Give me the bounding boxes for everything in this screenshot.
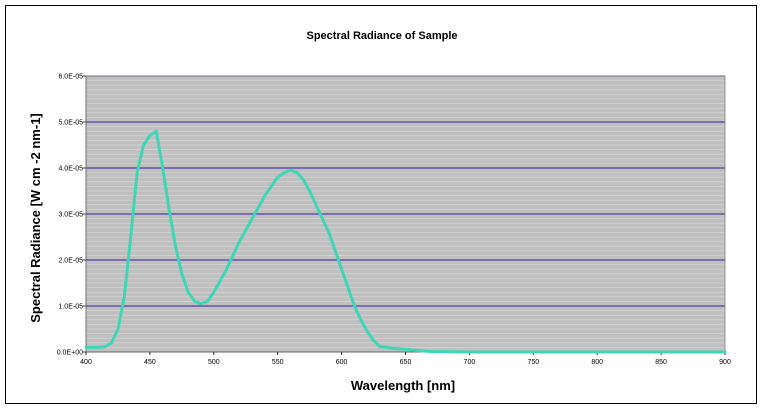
x-tick-label: 500 [208,359,220,366]
x-tick-label: 850 [655,359,667,366]
x-tick-label: 700 [464,359,476,366]
chart-title: Spectral Radiance of Sample [307,30,458,42]
y-tick-label: 5.0E-05 [58,120,83,127]
x-tick-label: 450 [144,359,156,366]
y-tick-label: 4.0E-05 [58,166,83,173]
x-tick-label: 600 [336,359,348,366]
x-tick-label: 550 [272,359,284,366]
chart-frame: Spectral Radiance of Sample 0.0E+00 1.0E-… [5,5,757,404]
x-tick-label: 900 [719,359,731,366]
x-tick-label: 800 [591,359,603,366]
x-tick-label: 750 [527,359,539,366]
x-tick-label: 400 [80,359,92,366]
y-axis-label: Spectral Radiance [W cm -2 nm-1] [28,113,43,323]
y-tick-label: 1.0E-05 [58,304,83,311]
x-axis-label: Wavelength [nm] [351,378,455,393]
y-tick-label: 0.0E+00 [57,350,83,357]
spectral-radiance-chart: Spectral Radiance of Sample 0.0E+00 1.0E-… [28,30,731,393]
y-tick-label: 6.0E-05 [58,74,83,81]
y-tick-label: 3.0E-05 [58,212,83,219]
series-line [84,129,727,354]
x-tick-label: 650 [400,359,412,366]
y-tick-label: 2.0E-05 [58,258,83,265]
